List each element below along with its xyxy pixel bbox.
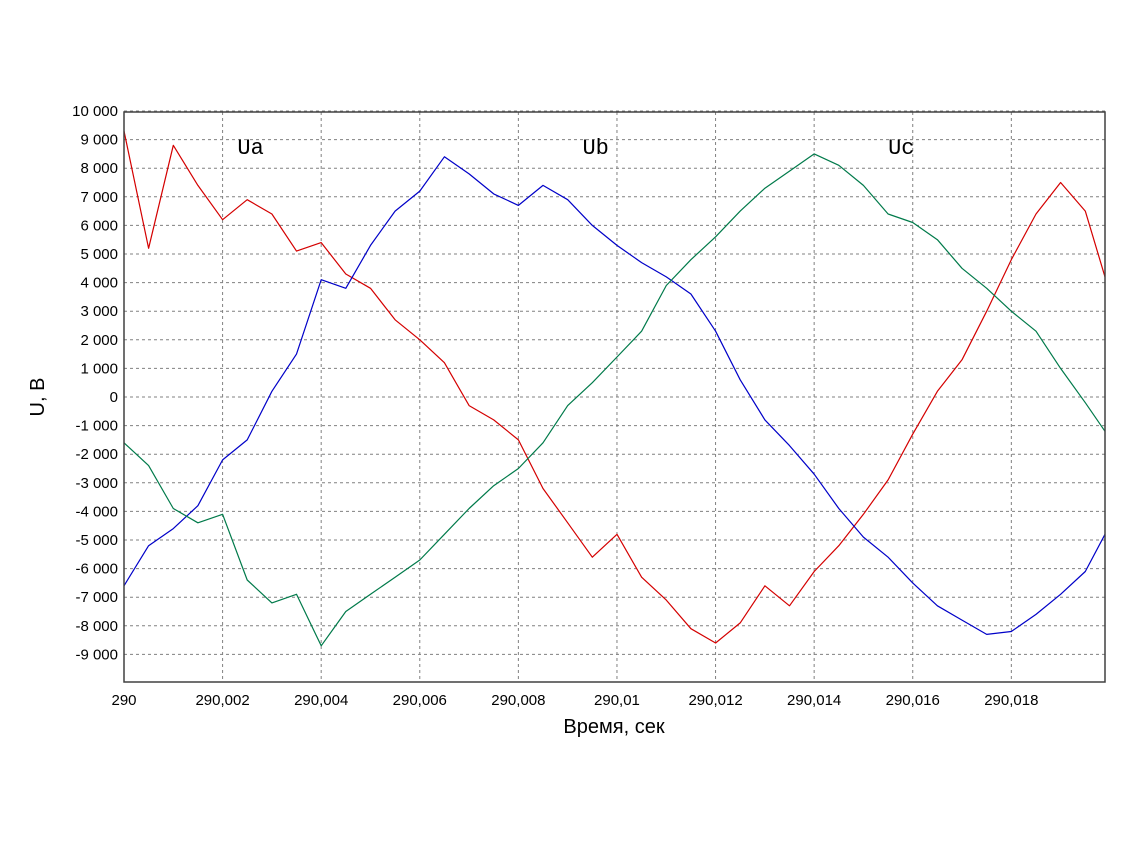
y-tick-label: -3 000 [75, 475, 118, 492]
x-axis-title: Время, сек [563, 716, 664, 738]
y-tick-label: 8 000 [80, 160, 118, 177]
y-tick-label: -8 000 [75, 618, 118, 635]
y-tick-label: -4 000 [75, 503, 118, 520]
x-tick-label: 290,002 [195, 692, 249, 709]
series-lines [123, 130, 1106, 647]
y-axis-title: U, В [27, 378, 49, 417]
y-tick-label: 9 000 [80, 132, 118, 149]
y-tick-label: -2 000 [75, 446, 118, 463]
x-tick-label: 290,008 [491, 692, 545, 709]
x-tick-label: 290,01 [594, 692, 640, 709]
grid [123, 110, 1105, 682]
x-tick-label: 290,014 [787, 692, 841, 709]
y-tick-label: -7 000 [75, 589, 118, 606]
series-label-ua: Ua [237, 136, 263, 161]
y-tick-label: 7 000 [80, 189, 118, 206]
y-tick-label: 6 000 [80, 217, 118, 234]
y-axis-tick-labels: 10 000 9 000 8 000 7 000 6 000 5 000 4 000 3 00… [72, 103, 118, 663]
x-tick-label: 290,004 [294, 692, 348, 709]
series-annotations: Ua Ub Uc [237, 136, 914, 161]
x-tick-label: 290,012 [688, 692, 742, 709]
y-tick-label: 1 000 [80, 360, 118, 377]
y-tick-label: -5 000 [75, 532, 118, 549]
y-tick-label: -9 000 [75, 646, 118, 663]
series-label-uc: Uc [888, 136, 914, 161]
y-tick-label: 0 [110, 389, 118, 406]
x-axis-tick-labels: 290 290,002 290,004 290,006 290,008 290,01 290… [111, 692, 1038, 709]
x-tick-label: 290,006 [393, 692, 447, 709]
y-tick-label: -1 000 [75, 418, 118, 435]
y-tick-label: 10 000 [72, 103, 118, 120]
x-tick-label: 290,018 [984, 692, 1038, 709]
y-tick-label: 4 000 [80, 275, 118, 292]
y-tick-label: 5 000 [80, 246, 118, 263]
x-tick-label: 290 [111, 692, 136, 709]
plot-area-frame [123, 111, 1106, 683]
y-tick-label: 3 000 [80, 303, 118, 320]
series-label-ub: Ub [582, 136, 608, 161]
x-tick-label: 290,016 [886, 692, 940, 709]
y-tick-label: 2 000 [80, 332, 118, 349]
series-line-uc [123, 153, 1106, 647]
series-line-ub [123, 156, 1106, 636]
series-line-ua [123, 130, 1106, 644]
y-tick-label: -6 000 [75, 561, 118, 578]
